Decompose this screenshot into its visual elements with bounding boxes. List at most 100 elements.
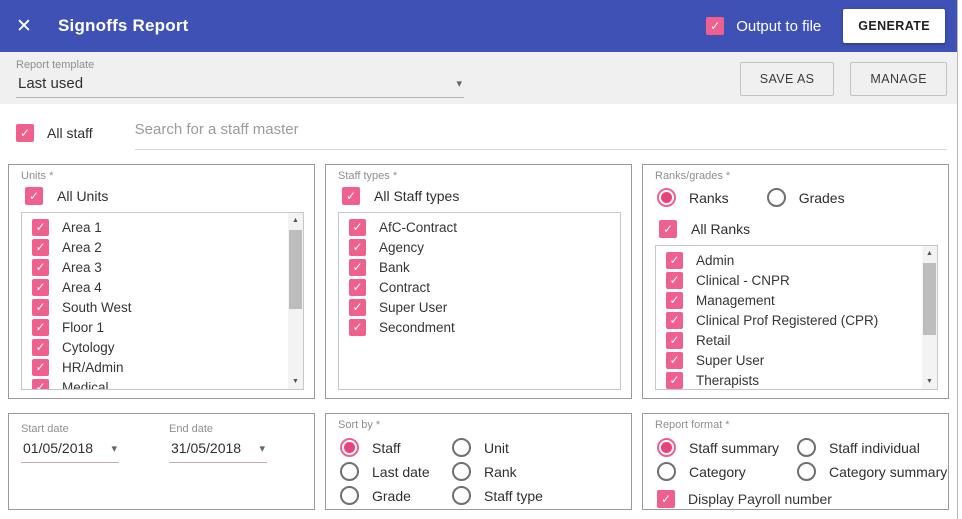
checkbox-checked-icon[interactable]: ✓ (32, 318, 49, 336)
mode-radio-option[interactable]: Ranks (657, 186, 729, 209)
generate-button[interactable]: GENERATE (843, 9, 945, 43)
checkbox-checked-icon[interactable]: ✓ (666, 271, 683, 289)
rank-list-item[interactable]: ✓ Retail (666, 330, 921, 350)
checkbox-checked-icon[interactable]: ✓ (32, 358, 49, 376)
all-units-option[interactable]: ✓ All Units (25, 185, 304, 207)
start-date-select[interactable]: Start date 01/05/2018 ▾ (21, 423, 119, 501)
start-date-value: 01/05/2018 (23, 440, 94, 456)
scroll-up-icon[interactable]: ▲ (926, 250, 933, 257)
checkbox-checked-icon[interactable]: ✓ (666, 311, 683, 329)
chevron-down-icon[interactable]: ▾ (456, 78, 462, 90)
checkbox-checked-icon[interactable]: ✓ (666, 291, 683, 309)
checkbox-checked-icon[interactable]: ✓ (349, 318, 366, 336)
close-icon[interactable]: ✕ (16, 15, 32, 37)
all-staff-types-option[interactable]: ✓ All Staff types (342, 185, 621, 207)
sort-by-radio-option[interactable]: Staff (340, 436, 452, 459)
checkbox-checked-icon[interactable]: ✓ (349, 218, 366, 236)
checkbox-checked-icon[interactable]: ✓ (32, 338, 49, 356)
staff-search-input[interactable] (134, 121, 947, 138)
all-staff-checkbox-checked-icon[interactable]: ✓ (16, 123, 34, 142)
all-ranks-checkbox-checked-icon[interactable]: ✓ (659, 220, 677, 238)
sort-by-radio-option[interactable]: Staff type (452, 484, 621, 507)
checkbox-checked-icon[interactable]: ✓ (32, 258, 49, 276)
unit-list-item[interactable]: ✓ Floor 1 (32, 317, 287, 337)
unit-list-item[interactable]: ✓ Medical (32, 377, 287, 389)
rank-list-item[interactable]: ✓ Therapists (666, 370, 921, 389)
staff-filter-row: ✓ All staff (0, 104, 957, 161)
checkbox-checked-icon[interactable]: ✓ (32, 218, 49, 236)
units-scrollbar[interactable]: ▲ ▼ (288, 213, 303, 389)
unit-list-item[interactable]: ✓ HR/Admin (32, 357, 287, 377)
output-to-file-checkbox-checked-icon[interactable]: ✓ (706, 17, 725, 35)
display-payroll-checkbox-checked-icon[interactable]: ✓ (657, 490, 675, 508)
staff-type-list-item[interactable]: ✓ Contract (349, 277, 620, 297)
rank-list-item[interactable]: ✓ Admin (666, 250, 921, 270)
rank-list-item[interactable]: ✓ Super User (666, 350, 921, 370)
all-units-checkbox-checked-icon[interactable]: ✓ (25, 187, 43, 205)
radio-icon (452, 486, 471, 505)
rank-list-item[interactable]: ✓ Clinical Prof Registered (CPR) (666, 310, 921, 330)
display-payroll-label: Display Payroll number (688, 491, 832, 507)
checkbox-checked-icon[interactable]: ✓ (349, 258, 366, 276)
sort-by-radio-option[interactable]: Unit (452, 436, 621, 459)
ranks-listbox: ✓ Admin ✓ Clinical - CNPR ✓ Management (655, 245, 938, 390)
report-format-radio-option[interactable]: Staff summary (657, 436, 797, 459)
report-format-panel: Report format * Staff summary Staff indi… (642, 413, 949, 510)
rank-list-item[interactable]: ✓ Clinical - CNPR (666, 270, 921, 290)
staff-type-list-item[interactable]: ✓ Secondment (349, 317, 620, 337)
checkbox-checked-icon[interactable]: ✓ (32, 238, 49, 256)
checkbox-checked-icon[interactable]: ✓ (32, 298, 49, 316)
radio-icon (340, 462, 359, 481)
scroll-down-icon[interactable]: ▼ (292, 378, 299, 385)
radio-icon (340, 486, 359, 505)
chevron-down-icon[interactable]: ▾ (259, 442, 265, 455)
sort-by-radio-option[interactable]: Rank (452, 460, 621, 483)
checkbox-checked-icon[interactable]: ✓ (666, 371, 683, 389)
sort-by-radio-option[interactable]: Last date (340, 460, 452, 483)
report-template-label: Report template (16, 59, 95, 71)
report-template-select[interactable]: Report template Last used ▾ (16, 59, 464, 98)
unit-list-item[interactable]: ✓ South West (32, 297, 287, 317)
units-panel-label: Units * (21, 170, 54, 182)
staff-type-list-item[interactable]: ✓ Agency (349, 237, 620, 257)
checkbox-checked-icon[interactable]: ✓ (349, 298, 366, 316)
ranks-scrollbar[interactable]: ▲ ▼ (922, 246, 937, 389)
checkbox-checked-icon[interactable]: ✓ (32, 278, 49, 296)
scroll-up-icon[interactable]: ▲ (292, 217, 299, 224)
end-date-select[interactable]: End date 31/05/2018 ▾ (169, 423, 267, 501)
display-payroll-option[interactable]: ✓ Display Payroll number (657, 490, 938, 508)
unit-list-item[interactable]: ✓ Area 1 (32, 217, 287, 237)
checkbox-checked-icon[interactable]: ✓ (666, 331, 683, 349)
chevron-down-icon[interactable]: ▾ (111, 442, 117, 455)
checkbox-checked-icon[interactable]: ✓ (349, 238, 366, 256)
scrollbar-thumb[interactable] (923, 263, 936, 335)
manage-button[interactable]: MANAGE (850, 62, 947, 96)
radio-icon (657, 438, 676, 457)
checkbox-checked-icon[interactable]: ✓ (666, 251, 683, 269)
all-ranks-option[interactable]: ✓ All Ranks (659, 218, 938, 240)
all-staff-types-checkbox-checked-icon[interactable]: ✓ (342, 187, 360, 205)
staff-type-list-item[interactable]: ✓ AfC-Contract (349, 217, 620, 237)
checkbox-checked-icon[interactable]: ✓ (32, 378, 49, 389)
unit-list-item[interactable]: ✓ Area 4 (32, 277, 287, 297)
rank-list-item[interactable]: ✓ Management (666, 290, 921, 310)
scrollbar-thumb[interactable] (289, 230, 302, 309)
unit-list-item[interactable]: ✓ Cytology (32, 337, 287, 357)
sort-by-panel: Sort by * Staff Unit Last dat (325, 413, 632, 510)
checkbox-checked-icon[interactable]: ✓ (349, 278, 366, 296)
end-date-label: End date (169, 423, 214, 435)
report-format-radio-option[interactable]: Category summary (797, 460, 947, 483)
output-to-file-option[interactable]: ✓ Output to file (706, 17, 821, 35)
unit-list-item[interactable]: ✓ Area 2 (32, 237, 287, 257)
mode-radio-option[interactable]: Grades (766, 186, 845, 209)
filter-panels-row: Units * ✓ All Units ✓ Area 1 ✓ (0, 161, 957, 399)
report-format-radio-option[interactable]: Staff individual (797, 436, 947, 459)
save-as-button[interactable]: SAVE AS (739, 62, 835, 96)
staff-type-list-item[interactable]: ✓ Bank (349, 257, 620, 277)
staff-type-list-item[interactable]: ✓ Super User (349, 297, 620, 317)
report-format-radio-option[interactable]: Category (657, 460, 797, 483)
checkbox-checked-icon[interactable]: ✓ (666, 351, 683, 369)
scroll-down-icon[interactable]: ▼ (926, 378, 933, 385)
unit-list-item[interactable]: ✓ Area 3 (32, 257, 287, 277)
sort-by-radio-option[interactable]: Grade (340, 484, 452, 507)
